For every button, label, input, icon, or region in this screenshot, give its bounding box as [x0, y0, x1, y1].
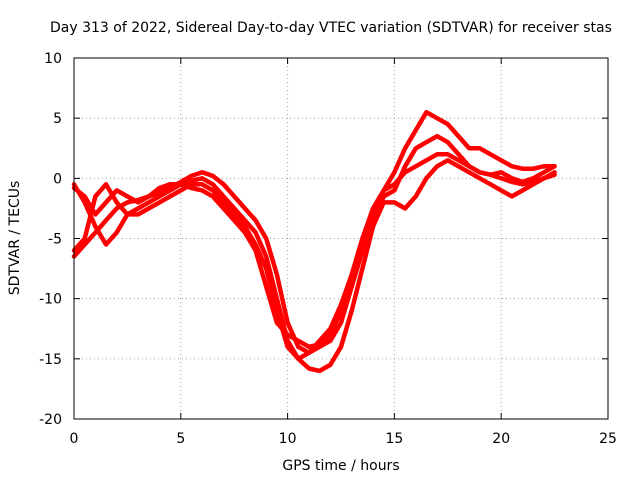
series-group [71, 109, 557, 374]
x-tick-label: 20 [492, 431, 510, 447]
y-tick-label: -15 [39, 352, 62, 368]
series-line-s3 [71, 109, 557, 362]
y-tick-label: -5 [48, 232, 62, 248]
x-axis-label: GPS time / hours [282, 458, 399, 474]
chart-title: Day 313 of 2022, Sidereal Day-to-day VTE… [50, 20, 612, 36]
y-axis-label: SDTVAR / TECUs [7, 181, 23, 296]
y-tick-label: -20 [39, 412, 62, 428]
series-line-s2 [71, 158, 557, 374]
x-tick-label: 10 [279, 431, 297, 447]
x-tick-label: 5 [176, 431, 185, 447]
y-tick-label: 0 [53, 171, 62, 187]
series-line-s1 [71, 152, 557, 356]
x-tick-label: 0 [70, 431, 79, 447]
y-tick-label: -10 [39, 292, 62, 308]
x-tick-label: 15 [385, 431, 403, 447]
series-line-s4 [71, 133, 557, 350]
x-tick-label: 25 [599, 431, 617, 447]
y-tick-label: 5 [53, 111, 62, 127]
y-tick-label: 10 [44, 51, 62, 67]
axis-ticks: 0 5 10 15 20 25 -20 -15 -10 -5 0 5 10 [39, 51, 617, 447]
grid [74, 58, 608, 419]
